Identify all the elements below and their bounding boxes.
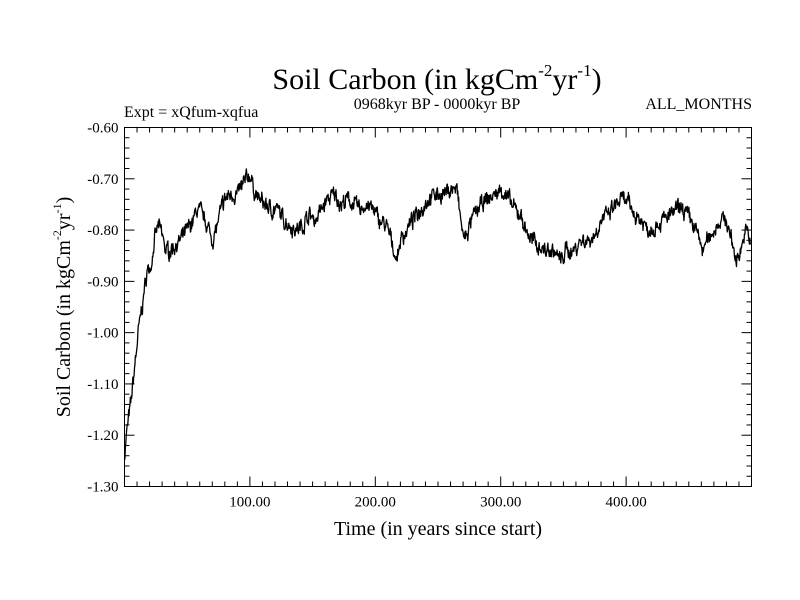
- y-tick-label: -0.80: [87, 223, 118, 239]
- title-exponent-1: -2: [538, 61, 552, 80]
- y-tick-label: -1.20: [87, 428, 118, 444]
- y-tick-labels: -0.60 -0.70 -0.80 -0.90 -1.00 -1.10 -1.20 -1.30: [87, 121, 118, 496]
- soil-carbon-series-line: [124, 168, 751, 460]
- axis-ticks: [124, 127, 752, 487]
- title-text: Soil Carbon (in kgCm: [272, 63, 538, 96]
- subtitle-center: 0968kyr BP - 0000kyr BP: [354, 96, 521, 113]
- ylabel-exponent-1: -2: [50, 230, 64, 240]
- x-tick-label: 200.00: [355, 495, 396, 511]
- ylabel-text: Soil Carbon (in kgCm: [53, 240, 75, 418]
- title-exponent-2: -1: [577, 61, 591, 80]
- x-tick-label: 400.00: [605, 495, 646, 511]
- subtitle-left: Expt = xQfum-xqfua: [124, 104, 258, 121]
- y-tick-label: -0.70: [87, 172, 118, 188]
- ylabel-text-end: ): [53, 197, 75, 204]
- subtitle-right: ALL_MONTHS: [645, 96, 752, 113]
- y-axis-label: Soil Carbon (in kgCm-2yr-1): [50, 197, 75, 418]
- ylabel-exponent-2: -1: [50, 203, 64, 213]
- y-tick-label: -1.10: [87, 377, 118, 393]
- title-text-mid: yr: [552, 63, 577, 96]
- x-tick-labels: 100.00 200.00 300.00 400.00: [229, 495, 646, 511]
- y-tick-label: -0.60: [87, 121, 118, 137]
- chart-title: Soil Carbon (in kgCm-2yr-1): [272, 61, 601, 96]
- title-text-end: ): [592, 63, 602, 96]
- x-tick-label: 300.00: [480, 495, 521, 511]
- plot-frame: [124, 127, 752, 487]
- y-tick-label: -1.30: [87, 480, 118, 496]
- x-axis-label: Time (in years since start): [334, 518, 542, 540]
- x-tick-label: 100.00: [229, 495, 270, 511]
- y-tick-label: -1.00: [87, 326, 118, 342]
- ylabel-text-mid: yr: [53, 213, 75, 230]
- y-tick-label: -0.90: [87, 274, 118, 290]
